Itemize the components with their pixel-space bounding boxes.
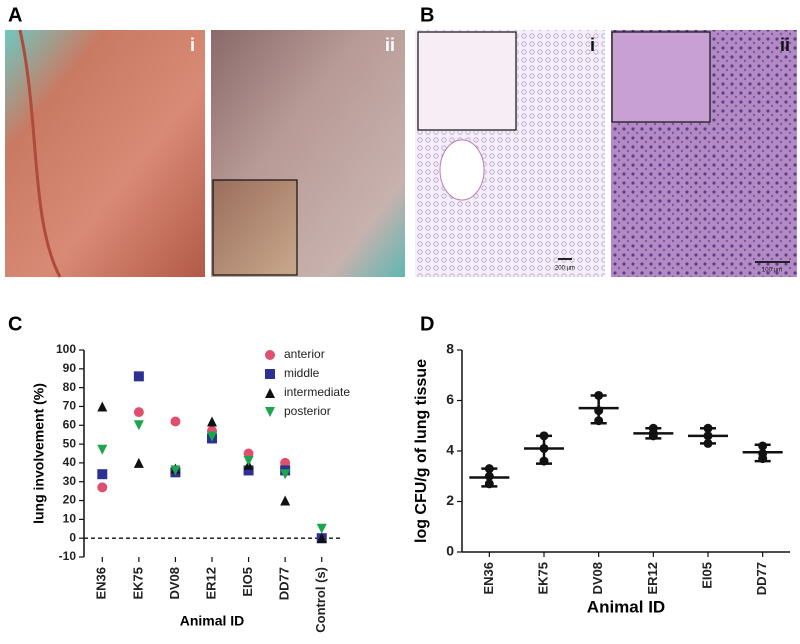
y-tick-label: 50 [63,436,77,450]
point [484,471,494,481]
photo-label: ii [385,35,395,55]
photo-label: ii [780,35,790,55]
legend-label: anterior [284,347,325,361]
x-tick-label: Control (s) [313,567,328,633]
y-axis-label: lung involvement (%) [31,383,47,524]
y-tick-label: 8 [446,341,454,357]
y-tick-label: 6 [446,391,454,407]
point [594,390,604,400]
x-tick-label: ER12 [645,562,660,595]
point [484,479,494,489]
point [133,420,144,431]
photo-inset [212,179,298,276]
panel-label: A [8,4,22,26]
x-axis-label: Animal ID [180,613,245,629]
x-tick-label: DD77 [277,567,292,600]
y-tick-label: 10 [63,512,77,526]
y-tick-label: 40 [63,455,77,469]
point [539,443,549,453]
scale-label: 200 µm [555,266,575,272]
point [243,465,254,476]
y-axis-label: log CFU/g of lung tissue [413,359,430,543]
point [316,523,327,534]
point [97,401,108,412]
point [265,350,275,360]
point [133,371,144,382]
point [280,495,291,506]
point [243,448,254,459]
point [280,457,291,468]
histology-vessel [439,139,485,201]
y-tick-label: 2 [446,492,454,508]
photo-lung-normal [5,30,205,277]
y-tick-label: -10 [59,549,77,563]
point [539,456,549,466]
point [265,388,275,398]
x-tick-label: DD77 [754,562,769,595]
point [594,406,604,416]
point [97,444,108,455]
y-tick-label: 80 [63,380,77,394]
point [316,533,327,544]
point [539,431,549,441]
photo-detail [18,29,62,278]
point [170,465,181,476]
point [265,369,275,379]
point [133,457,144,468]
scale-label: 100 µm [762,268,782,274]
x-tick-label: EIO5 [240,567,255,597]
photo-label: i [190,35,195,55]
histology-inset [611,31,711,123]
point [243,456,254,467]
x-axis-label: Animal ID [587,597,665,616]
point [207,431,217,442]
y-tick-label: 60 [63,417,77,431]
x-tick-label: EI05 [699,562,714,589]
y-tick-label: 20 [63,493,77,507]
panel-label: B [420,4,434,26]
panel-label: C [8,313,22,335]
x-tick-label: EN36 [481,562,496,595]
x-tick-label: ER12 [203,567,218,600]
x-tick-label: EN36 [94,567,109,600]
point [648,423,658,433]
point [703,423,713,433]
point [758,441,768,451]
y-tick-label: 0 [446,543,454,559]
y-tick-label: 70 [63,399,77,413]
point [703,438,713,448]
y-tick-label: 4 [446,442,454,458]
x-tick-label: DV08 [167,567,182,600]
point [207,416,217,427]
point [594,416,604,426]
point [280,469,291,480]
point [484,464,494,474]
point [97,482,108,493]
point [265,407,275,417]
x-tick-label: DV08 [590,562,605,595]
y-tick-label: 0 [69,530,76,544]
y-tick-label: 30 [63,474,77,488]
point [703,431,713,441]
panel-label: D [420,313,434,335]
point [133,407,144,418]
y-tick-label: 100 [56,342,76,356]
point [97,469,108,480]
y-tick-label: 90 [63,361,77,375]
legend-label: intermediate [284,385,350,399]
x-tick-label: EK75 [535,562,550,595]
legend-label: middle [284,366,320,380]
photo-label: i [590,35,595,55]
x-tick-label: EK75 [130,567,145,600]
photos [5,29,797,278]
point [170,416,181,427]
legend-label: posterior [284,404,331,418]
point [758,449,768,459]
histology-inset [417,31,517,131]
